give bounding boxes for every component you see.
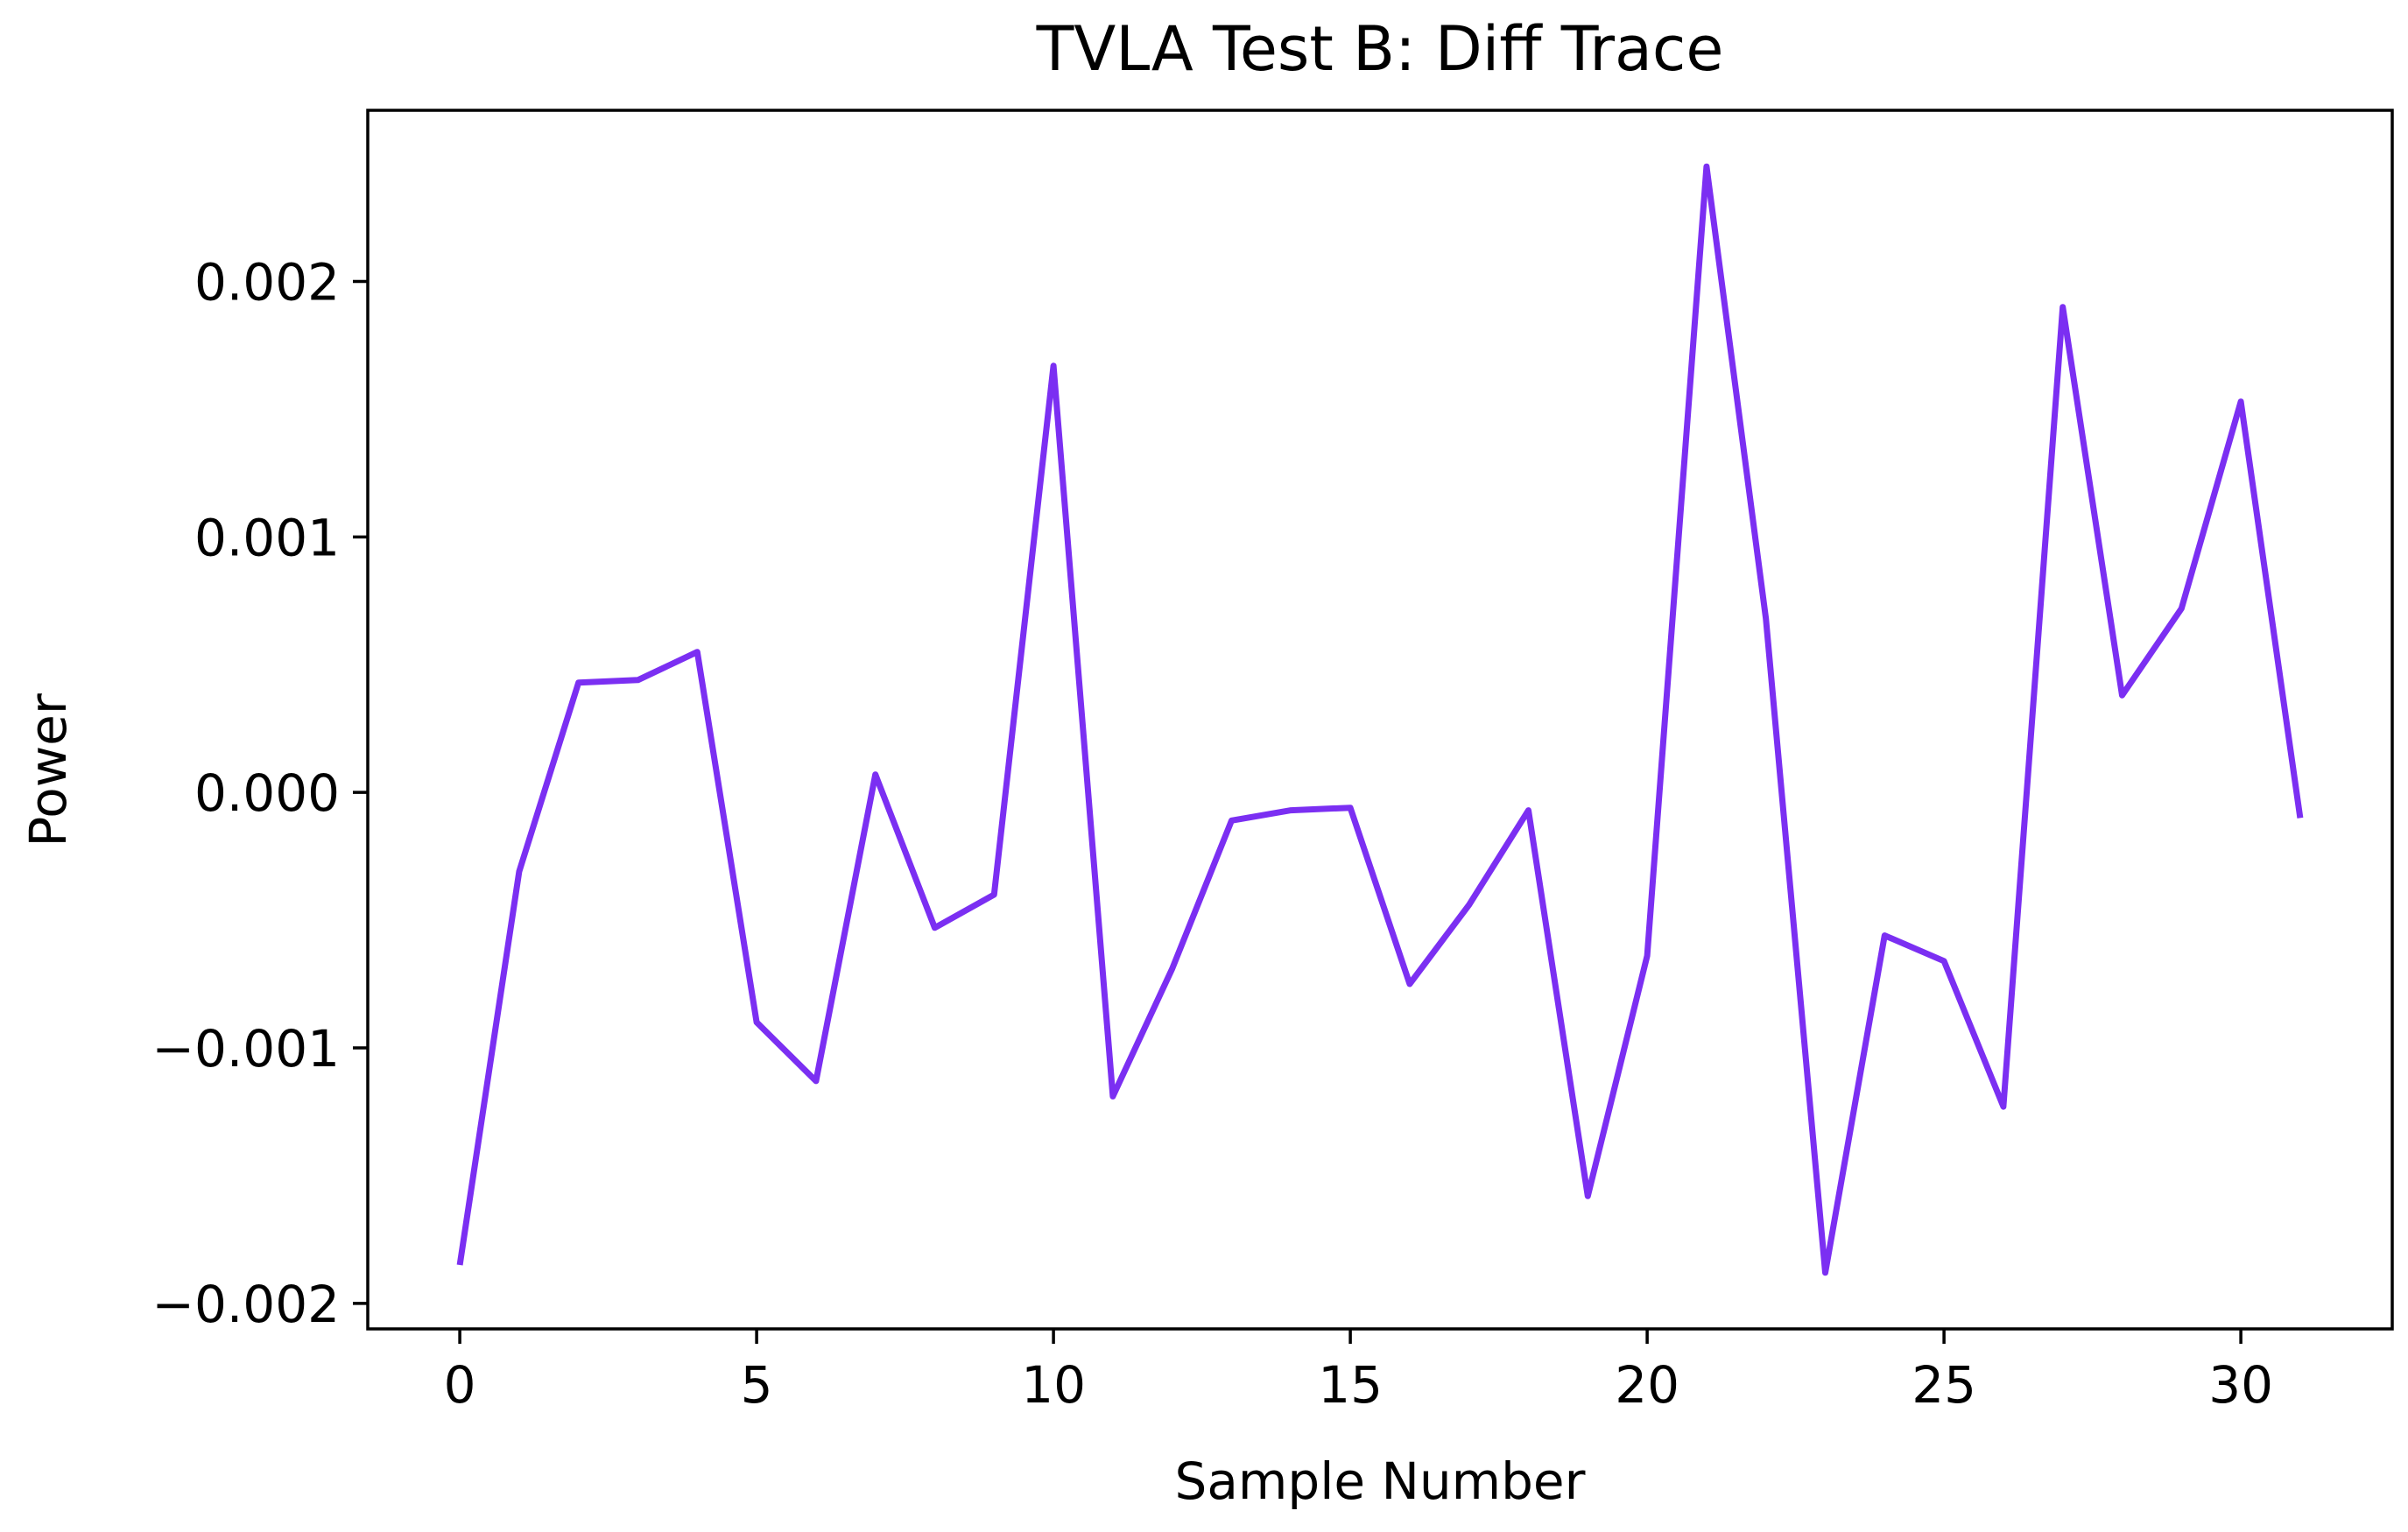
plot-frame bbox=[366, 109, 2394, 1331]
y-axis-title: Power bbox=[18, 693, 78, 847]
series-line-0 bbox=[456, 163, 2304, 1276]
chart-title: TVLA Test B: Diff Trace bbox=[1036, 13, 1724, 85]
y-tick-label: −0.002 bbox=[151, 1275, 340, 1334]
x-tick-label: 0 bbox=[444, 1355, 476, 1415]
plot-area bbox=[456, 163, 2304, 1276]
x-tick-label: 25 bbox=[1912, 1355, 1976, 1415]
y-tick-label: 0.002 bbox=[194, 253, 340, 313]
y-tick-label: 0.000 bbox=[194, 763, 340, 823]
y-tick-label: 0.001 bbox=[194, 508, 340, 567]
x-tick-label: 20 bbox=[1615, 1355, 1679, 1415]
y-tick-label: −0.001 bbox=[151, 1019, 340, 1079]
x-tick-label: 15 bbox=[1318, 1355, 1383, 1415]
x-tick-label: 5 bbox=[741, 1355, 773, 1415]
x-tick-label: 30 bbox=[2208, 1355, 2273, 1415]
axes: 0 5 10 15 20 25 30 −0.002 −0.001 0.000 0.001 0.002 bbox=[151, 109, 2394, 1415]
x-axis-title: Sample Number bbox=[1175, 1451, 1586, 1511]
x-tick-label: 10 bbox=[1021, 1355, 1086, 1415]
